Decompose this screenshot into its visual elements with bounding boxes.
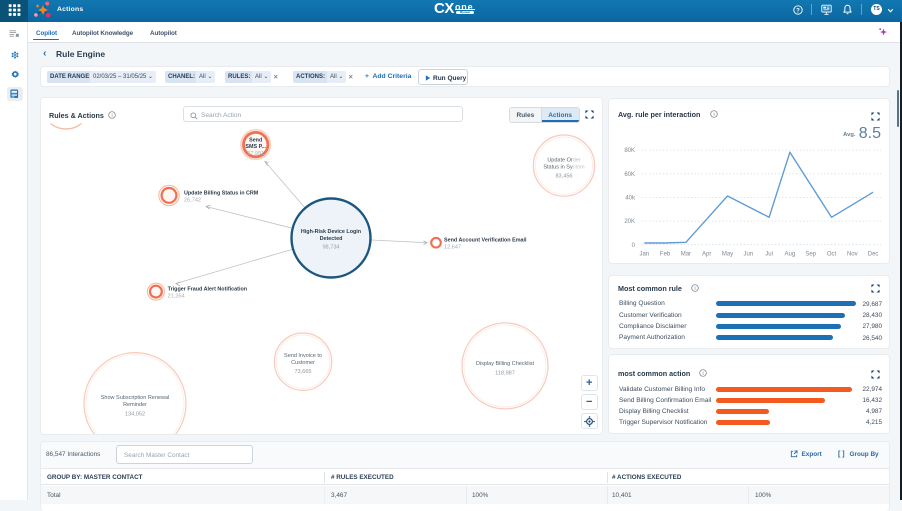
svg-text:118,987: 118,987 <box>495 370 515 376</box>
svg-text:?: ? <box>796 8 800 14</box>
svg-text:26,742: 26,742 <box>184 197 201 203</box>
svg-text:Send Invoice to: Send Invoice to <box>284 353 322 359</box>
svg-text:Sep: Sep <box>805 252 816 258</box>
svg-text:Apr: Apr <box>702 252 711 258</box>
svg-text:Send Account Verification Emai: Send Account Verification Email <box>444 238 527 244</box>
svg-text:Oct: Oct <box>827 252 837 258</box>
svg-text:21,354: 21,354 <box>168 293 185 299</box>
svg-text:134,052: 134,052 <box>125 411 145 417</box>
svg-text:Jul: Jul <box>765 252 773 258</box>
svg-text:Send: Send <box>249 137 262 143</box>
svg-text:i: i <box>702 371 703 377</box>
svg-text:Update Billing Status in CRM: Update Billing Status in CRM <box>184 191 259 197</box>
svg-text:Mar: Mar <box>681 252 691 258</box>
svg-text:60K: 60K <box>624 172 635 178</box>
svg-text:Nov: Nov <box>847 252 858 258</box>
svg-text:80K: 80K <box>624 148 635 154</box>
svg-text:Detected: Detected <box>320 236 343 242</box>
svg-text:Feb: Feb <box>660 252 671 258</box>
svg-text:Jun: Jun <box>743 252 753 258</box>
svg-text:Dec: Dec <box>868 252 879 258</box>
svg-text:98,734: 98,734 <box>322 244 339 250</box>
svg-text:Customer: Customer <box>291 360 315 366</box>
svg-text:Jan: Jan <box>639 252 649 258</box>
svg-text:73,665: 73,665 <box>294 369 311 375</box>
svg-text:Trigger Fraud Alert Notificati: Trigger Fraud Alert Notification <box>168 286 247 292</box>
svg-text:SMS P...: SMS P... <box>245 144 266 150</box>
svg-text:High-Risk Device Login: High-Risk Device Login <box>301 229 361 235</box>
svg-text:Display Billing Checklist: Display Billing Checklist <box>476 361 535 367</box>
svg-text:40k: 40k <box>625 196 636 202</box>
svg-text:12,647: 12,647 <box>444 245 461 251</box>
svg-text:0: 0 <box>632 243 636 249</box>
svg-text:i: i <box>694 286 695 292</box>
svg-text:May: May <box>722 252 733 258</box>
svg-text:20K: 20K <box>624 219 635 225</box>
svg-text:Show Subscription Renewal: Show Subscription Renewal <box>101 395 169 401</box>
svg-text:27,991: 27,991 <box>247 151 264 157</box>
svg-text:Update Order: Update Order <box>547 157 580 163</box>
svg-text:Status in System: Status in System <box>543 164 585 170</box>
svg-text:i: i <box>713 112 714 118</box>
svg-text:i: i <box>111 113 112 119</box>
svg-text:83,456: 83,456 <box>555 173 572 179</box>
svg-text:Reminder: Reminder <box>123 402 147 408</box>
svg-text:Aug: Aug <box>785 252 796 258</box>
